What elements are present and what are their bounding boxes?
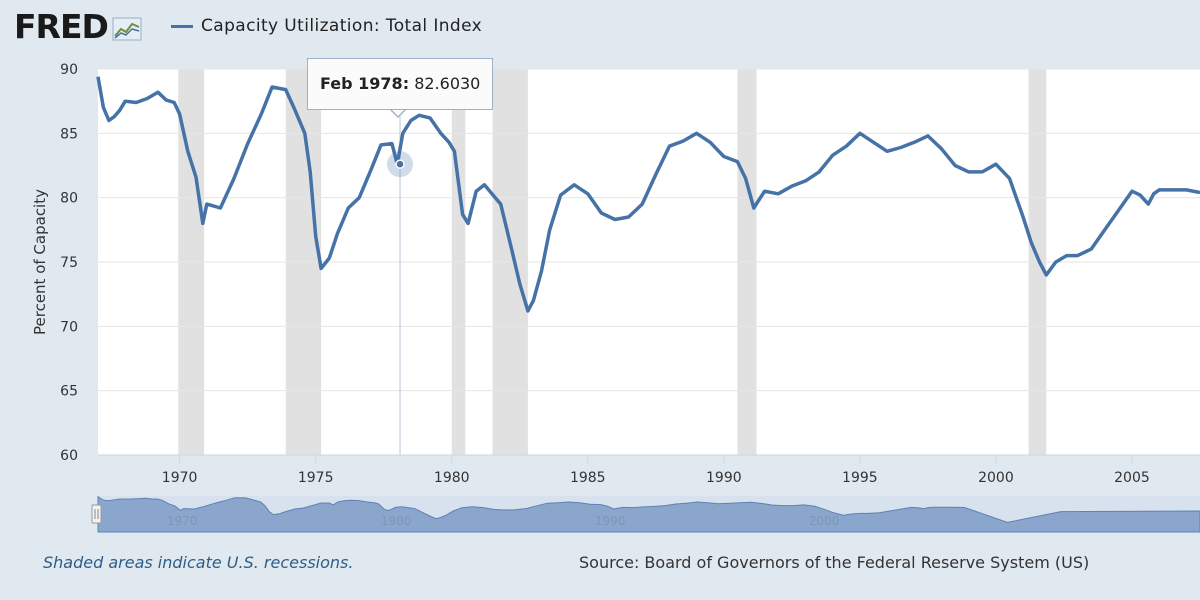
y-tick-label: 60: [60, 448, 78, 464]
tooltip-value: 82.6030: [414, 74, 481, 93]
navigator[interactable]: 1970 1980 1990 2000: [91, 495, 1200, 533]
legend-series-label: Capacity Utilization: Total Index: [201, 16, 483, 36]
x-tick-label: 2000: [978, 470, 1014, 486]
fred-logo[interactable]: FRED: [14, 10, 142, 43]
tooltip-text: Feb 1978: 82.6030: [320, 74, 480, 93]
tooltip-arrow-inner: [390, 108, 406, 116]
navigator-handle: [91, 504, 102, 524]
x-tick-label: 2005: [1114, 470, 1150, 486]
x-tick-label: 1975: [298, 470, 334, 486]
recession-note: Shaded areas indicate U.S. recessions.: [43, 553, 354, 572]
navigator-year-label: 2000: [809, 514, 840, 528]
tooltip-date: Feb 1978:: [320, 74, 410, 93]
tooltip: Feb 1978: 82.6030: [307, 58, 493, 110]
x-tick-label: 1995: [842, 470, 878, 486]
logo-text: FRED: [14, 7, 109, 46]
y-tick-label: 90: [60, 62, 78, 78]
x-tick-label: 1990: [706, 470, 742, 486]
line-chart[interactable]: 60 65 70 75 80 85 90 1970 1975 1980 1985 1990 1995 2…: [0, 0, 1200, 540]
navigator-year-label: 1970: [167, 514, 198, 528]
x-tick-label: 1970: [162, 470, 198, 486]
navigator-labels: 1970 1980 1990 2000: [167, 514, 839, 528]
y-tick-label: 70: [60, 319, 78, 335]
series-line-capacity-utilization: [96, 76, 1200, 313]
legend-swatch: [171, 24, 193, 28]
y-axis-ticks: 60 65 70 75 80 85 90: [60, 62, 78, 464]
y-tick-label: 75: [60, 255, 78, 271]
y-tick-label: 65: [60, 384, 78, 400]
x-axis-ticks: 1970 1975 1980 1985 1990 1995 2000 2005: [98, 454, 1200, 486]
hover-point: [395, 159, 405, 169]
y-axis-label: Percent of Capacity: [31, 189, 49, 335]
source-text: Source: Board of Governors of the Federa…: [579, 553, 1090, 572]
y-tick-label: 80: [60, 191, 78, 207]
legend[interactable]: Capacity Utilization: Total Index: [171, 16, 482, 36]
navigator-year-label: 1980: [381, 514, 412, 528]
navigator-year-label: 1990: [595, 514, 626, 528]
navigator-area: [97, 495, 1200, 533]
x-tick-label: 1985: [570, 470, 606, 486]
y-tick-label: 85: [60, 126, 78, 142]
x-tick-label: 1980: [434, 470, 470, 486]
header: FRED Capacity Utilization: Total Index: [0, 0, 1200, 58]
fred-graph-icon: [112, 17, 142, 41]
